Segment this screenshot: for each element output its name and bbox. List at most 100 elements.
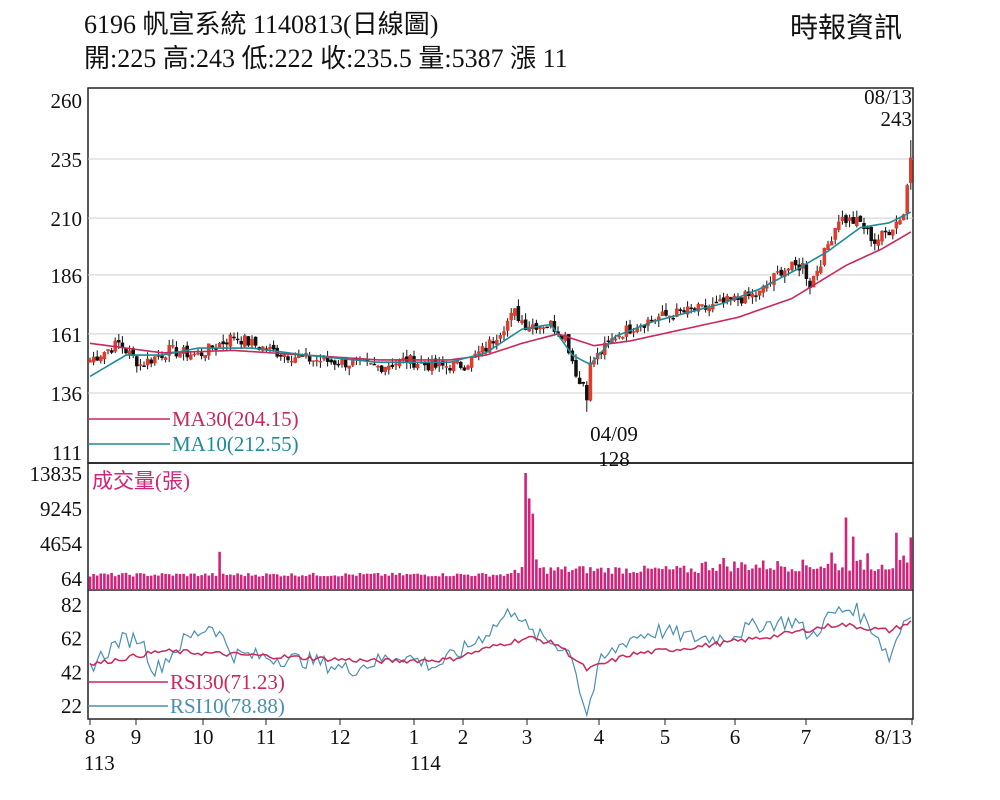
candle-body [99,356,103,361]
candle-body [271,344,276,350]
volume-bar [358,573,362,590]
volume-bar [250,575,254,590]
candle-body [91,356,96,363]
volume-bar [412,573,416,590]
candle-body [232,336,236,339]
volume-bar [283,575,286,590]
volume-bar [887,569,891,590]
volume-bar [635,572,639,590]
candle-body [513,308,517,316]
x-tick-label: 4 [594,725,605,749]
candle-body [826,244,830,251]
lower-panels-frame [87,462,914,720]
volume-bar [869,569,873,590]
candle-body [250,338,254,346]
volume-bar [373,573,376,590]
volume-bar [790,569,794,590]
candle-body [898,220,902,225]
x-tick-label: 8/13 [875,725,912,749]
candle-body [315,359,319,362]
volume-bar [106,574,110,590]
volume-bar [405,573,409,590]
volume-bar [149,575,153,590]
volume-bar [326,576,329,590]
volume-bar [257,576,261,590]
candle-body [541,327,546,329]
candle-body [286,356,290,361]
candle-body [905,185,909,214]
volume-bar [599,567,603,590]
rsi30-line [89,620,912,672]
volume-bar [808,567,812,590]
volume-bar [333,575,337,590]
volume-bar [722,557,725,590]
volume-bar [700,563,704,590]
candle-body [696,303,701,312]
candle-body [171,345,175,347]
volume-bar [754,564,758,590]
volume-bar [603,572,607,590]
volume-bar [394,574,398,590]
volume-bar [578,566,581,590]
volume-bar [484,574,488,590]
volume-bar [139,573,142,590]
candle-body [581,381,585,384]
volume-bar [214,575,218,590]
candle-body [545,326,549,329]
candle-body [369,362,373,365]
candle-body [678,309,683,311]
candle-body [585,385,589,401]
volume-bar [787,571,790,590]
volume-bar [535,559,538,590]
candle-body [775,271,780,273]
x-tick-label: 8 [85,725,96,749]
volume-bar [211,573,214,590]
volume-y-tick-label: 13835 [30,462,83,486]
candle-body [840,216,845,222]
candle-body [804,264,809,279]
candle-body [779,269,783,276]
volume-bar [430,576,434,590]
ohlc-summary: 開:225 高:243 低:222 收:235.5 量:5387 漲 11 [84,44,568,73]
x-year-label: 114 [410,751,441,775]
volume-bar [873,570,877,590]
volume-bar [297,576,301,590]
candle-body [707,307,711,312]
candle-body [178,352,182,358]
volume-bar [776,561,779,590]
volume-bar [423,574,427,590]
volume-bar [758,567,761,590]
volume-bar [859,559,862,590]
volume-bar [229,574,232,590]
volume-bar [236,573,239,590]
candle-body [520,320,524,324]
volume-bar [675,566,679,590]
candle-body [772,273,776,285]
volume-bar [164,573,167,590]
volume-bar [221,573,225,590]
candle-body [253,336,258,346]
volume-bar [643,565,646,590]
volume-bar [830,552,833,590]
volume-bar [855,560,859,590]
volume-bar [275,574,279,590]
candle-body [567,334,571,354]
annotation-low-date: 04/09 [590,422,638,446]
candle-body [423,363,427,366]
volume-bar [718,564,722,590]
candle-body [484,347,488,352]
volume-bar [121,573,124,590]
candle-body [574,360,578,377]
candle-body [909,157,913,183]
volume-bar [571,570,574,590]
volume-bar [344,573,347,590]
candle-body [847,217,852,221]
candle-body [495,339,499,345]
volume-bar [617,567,621,590]
volume-bar [848,570,851,590]
candle-body [207,343,211,356]
volume-bar [301,575,304,590]
candle-body [887,231,891,236]
